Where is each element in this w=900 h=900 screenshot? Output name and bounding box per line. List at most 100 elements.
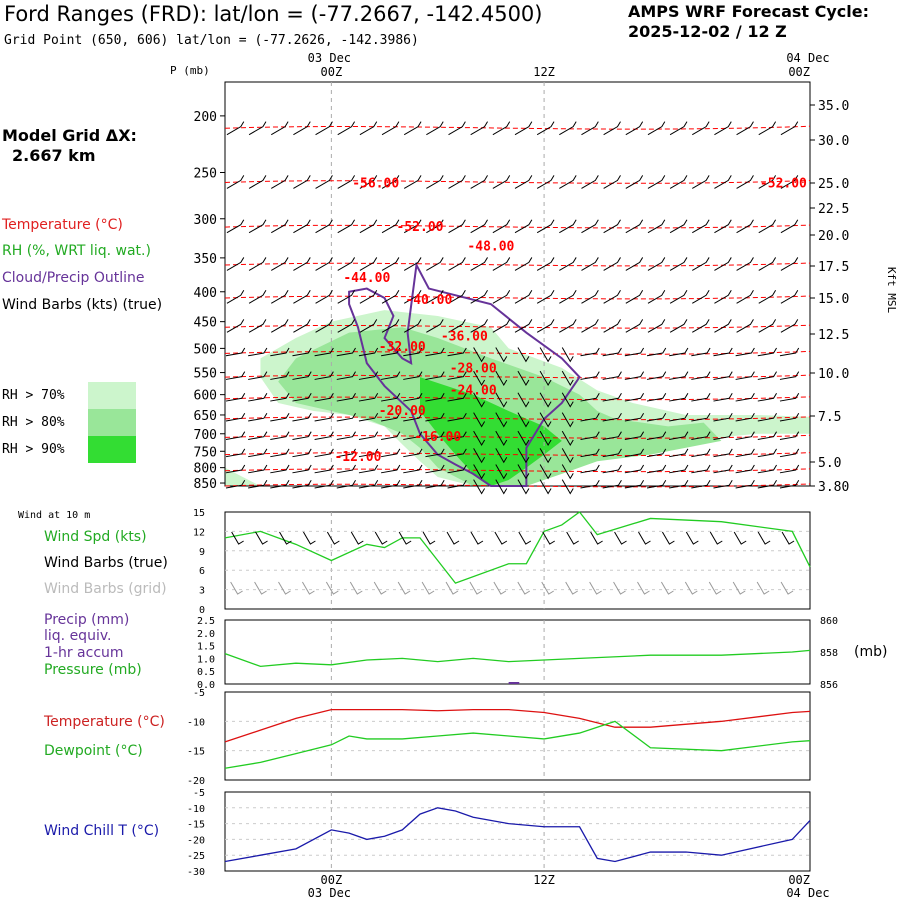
wind-barb — [381, 431, 401, 440]
pressure-ytick-label: 858 — [820, 648, 838, 659]
wind-barb — [713, 431, 733, 440]
wind-barb — [539, 464, 552, 480]
wind-barb — [580, 431, 600, 440]
wind-barb — [315, 175, 333, 189]
wind-barb — [780, 257, 799, 271]
wind-barb — [425, 412, 445, 422]
wind-barb — [691, 431, 711, 440]
wind-barb — [714, 290, 732, 304]
wind-barb-true — [494, 531, 508, 545]
wind-barb — [757, 448, 777, 458]
wind-barb — [381, 464, 401, 474]
wind-barb — [736, 219, 754, 234]
wind-barb — [669, 448, 689, 458]
wind-barb-true — [422, 531, 436, 545]
wind-barb — [314, 371, 334, 380]
height-tick-label: 15.0 — [818, 292, 849, 307]
isotherm-line — [224, 179, 811, 184]
wind-barb — [714, 121, 732, 136]
wind-chill-label: Wind Chill T (°C) — [44, 823, 160, 839]
wind-barb — [336, 371, 356, 380]
isotherm-label: -36.00 — [441, 330, 488, 345]
wind-barb — [517, 448, 530, 464]
wind-barb — [625, 257, 644, 271]
wind-barb — [336, 479, 356, 489]
wind-panel-header: Wind at 10 m — [18, 510, 91, 521]
wind-barb — [758, 175, 777, 189]
top-time-tick: 00Z — [321, 65, 343, 79]
wind-barb — [602, 448, 622, 458]
wind-barb — [779, 448, 800, 458]
forecast-cycle-value: 2025-12-02 / 12 Z — [628, 22, 787, 41]
wind-barb — [473, 392, 486, 408]
height-tick-label: 7.5 — [818, 410, 841, 425]
wind-barb — [779, 347, 800, 357]
wind-barb — [647, 319, 666, 333]
wind-barb — [779, 431, 800, 440]
wind-barb — [625, 121, 644, 136]
wind-barb-grid — [469, 581, 483, 595]
wind-barb — [359, 319, 378, 333]
pressure-axis-title: P (mb) — [170, 64, 210, 77]
wind-barb — [495, 347, 508, 363]
wind-barb — [647, 257, 666, 271]
wind-barb — [669, 431, 689, 440]
wind-barb — [736, 175, 754, 189]
pressure-tick-label: 500 — [194, 342, 217, 357]
wind-barb-true — [566, 531, 579, 545]
wind-barb — [580, 448, 600, 458]
isotherm-label: -12.00 — [334, 450, 381, 465]
wind-barb — [517, 479, 530, 495]
model-grid-label: Model Grid ΔX: — [2, 126, 137, 145]
precip-ytick-label: 1.0 — [197, 654, 215, 665]
wind-barb — [779, 371, 800, 380]
wind-barb — [425, 448, 445, 458]
wind-barb — [691, 412, 711, 422]
wind-barb — [248, 290, 267, 304]
wind-barb — [536, 257, 555, 271]
wind-barb — [647, 175, 666, 189]
wind-barb — [337, 319, 356, 333]
wind-barb — [758, 257, 777, 271]
wind-barb — [425, 393, 445, 402]
wind-barb — [358, 431, 379, 440]
wind-barb — [359, 219, 378, 234]
wind-barb — [713, 448, 733, 458]
wind-barb-grid — [637, 581, 650, 595]
wind-barb — [603, 121, 621, 136]
legend-rh80-swatch — [88, 409, 136, 436]
wind-barb — [336, 448, 356, 458]
wind-barb-grid — [302, 581, 315, 595]
wind-barb — [225, 347, 246, 357]
wind-barb-true — [518, 531, 532, 545]
wind-barb — [691, 347, 711, 357]
wind-barb — [602, 479, 622, 489]
wind-barb-grid — [397, 581, 411, 595]
wind-barb-grid — [230, 581, 243, 595]
wind-barb — [447, 412, 467, 422]
wind-barb — [602, 347, 622, 357]
wind-barb — [602, 393, 622, 402]
wind-barb — [780, 319, 799, 333]
wind-barb — [270, 347, 290, 357]
wind-barb-grid — [660, 581, 674, 595]
wind-barb — [492, 257, 511, 271]
wind-barb — [226, 175, 245, 189]
isotherm-label: -52.00 — [397, 220, 444, 235]
wind-barb — [691, 479, 711, 489]
wind-barb — [314, 464, 334, 474]
windchill-ytick-label: -10 — [187, 804, 205, 815]
wind-barb-grid — [589, 581, 602, 595]
wind-barb — [381, 219, 400, 234]
pressure-tick-label: 700 — [194, 428, 217, 443]
wind-barb-grid — [254, 581, 267, 595]
wind-barb — [314, 479, 334, 489]
wind-barb — [293, 290, 311, 304]
wind-barb — [271, 319, 289, 333]
height-tick-label: 5.0 — [818, 456, 841, 471]
wind-barb — [248, 393, 268, 402]
precip-ytick-label: 1.5 — [197, 642, 215, 653]
pressure-tick-label: 300 — [194, 213, 217, 228]
wind-barb — [358, 479, 379, 489]
wind-barb — [358, 412, 379, 422]
